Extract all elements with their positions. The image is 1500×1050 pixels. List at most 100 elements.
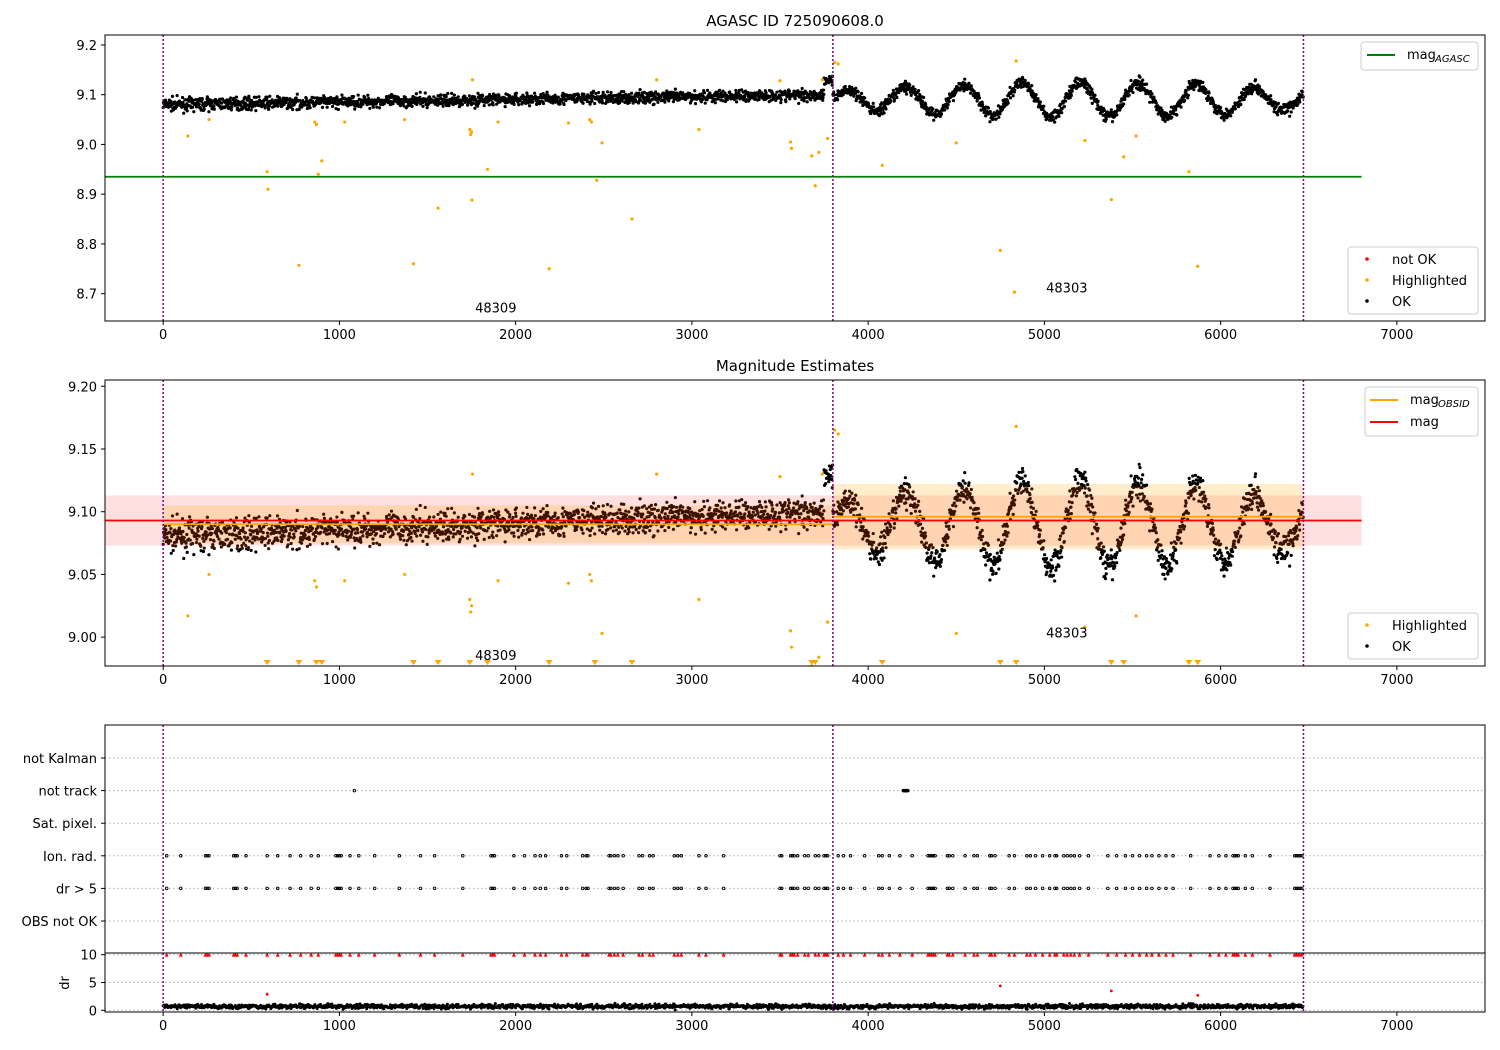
ok-point (1289, 110, 1293, 114)
ok-point (444, 514, 448, 518)
ok-point (743, 89, 748, 93)
ok-point (889, 98, 893, 103)
highlighted-point (1012, 290, 1017, 294)
ok-point (1109, 108, 1113, 112)
ok-point (671, 527, 676, 531)
ok-point (800, 494, 804, 498)
ok-point (677, 512, 681, 516)
ok-point (545, 504, 549, 508)
ok-point (444, 94, 448, 99)
highlighted-point (655, 78, 659, 82)
highlighted-point (820, 78, 824, 82)
ok-point (705, 88, 710, 92)
ok-point (762, 512, 766, 516)
ok-point (227, 532, 232, 536)
ok-point (1243, 94, 1248, 99)
ok-point (975, 99, 979, 103)
ok-point (337, 533, 341, 537)
ok-point (1170, 115, 1174, 119)
ok-point (451, 527, 456, 532)
ok-point (972, 89, 976, 93)
ok-point (219, 545, 223, 549)
ok-point (705, 499, 710, 503)
ok-point (820, 512, 824, 516)
ok-point (742, 516, 746, 520)
ok-point (643, 530, 648, 535)
ok-point (424, 527, 428, 532)
highlighted-point (589, 120, 594, 124)
ok-point (880, 546, 885, 550)
ok-point (582, 509, 586, 513)
ok-point (1038, 100, 1042, 104)
ok-point (301, 524, 305, 529)
obsid-annotation: 48303 (1046, 282, 1087, 297)
ok-point (1295, 99, 1299, 103)
p1-frame (104, 34, 1486, 322)
ok-point (856, 502, 860, 507)
ok-point (629, 506, 634, 510)
ok-point (600, 530, 605, 535)
ok-point (519, 516, 524, 520)
ok-point (514, 514, 518, 518)
highlighted-point (314, 122, 319, 127)
highlighted-point (313, 120, 317, 124)
ok-point (1099, 105, 1103, 109)
ok-point (243, 101, 247, 105)
ok-point (351, 514, 356, 518)
ok-point (783, 500, 787, 505)
ok-point (574, 528, 579, 532)
ok-point (1274, 105, 1278, 109)
ok-point (824, 469, 828, 473)
ok-point (235, 546, 239, 551)
ok-point (884, 546, 888, 550)
ok-point (859, 91, 864, 95)
ok-point (446, 535, 451, 539)
ok-point (166, 541, 171, 546)
ok-point (511, 515, 515, 520)
ok-point (234, 95, 239, 99)
ok-point (211, 542, 215, 547)
ok-point (171, 544, 175, 548)
ok-point (575, 524, 579, 529)
ok-point (1141, 78, 1145, 82)
ok-point (200, 524, 204, 529)
ok-point (521, 511, 525, 515)
ok-point (212, 104, 216, 108)
ok-point (735, 100, 739, 104)
ok-point (645, 525, 650, 529)
ok-point (671, 100, 676, 104)
ok-point (1136, 79, 1141, 83)
ok-point (1131, 90, 1135, 95)
ok-point (620, 526, 624, 530)
ok-point (294, 529, 298, 533)
ok-point (237, 531, 242, 536)
ok-point (414, 507, 418, 511)
ok-point (1152, 95, 1156, 99)
ok-point (418, 516, 422, 521)
ok-point (882, 556, 886, 560)
ok-point (210, 526, 215, 531)
ok-point (600, 98, 604, 103)
ok-point (308, 543, 312, 547)
ok-point (701, 514, 705, 518)
ok-point (849, 510, 853, 514)
highlighted-point (954, 141, 958, 145)
ok-point (465, 536, 470, 540)
ok-point (848, 494, 852, 498)
ok-point (265, 95, 269, 99)
ok-point (977, 96, 982, 100)
ok-point (256, 530, 260, 534)
ok-point (413, 531, 417, 536)
ok-point (674, 505, 679, 509)
ok-point (1122, 102, 1126, 106)
ok-point (371, 105, 375, 109)
ok-point (1253, 78, 1258, 82)
ok-point (443, 511, 447, 515)
ok-point (623, 529, 627, 533)
ok-point (908, 485, 912, 489)
ok-point (477, 511, 482, 516)
ok-point (605, 90, 610, 94)
